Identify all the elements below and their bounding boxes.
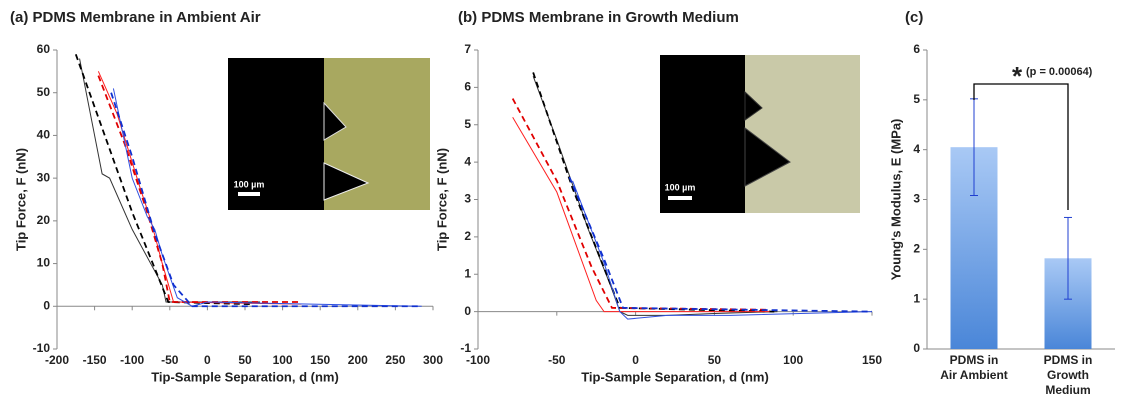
x-tick-label: 250 <box>385 353 405 367</box>
y-tick-label: 20 <box>37 213 51 227</box>
y-tick-label: 5 <box>913 92 920 106</box>
x-tick-label: 200 <box>348 353 368 367</box>
y-tick-label: 4 <box>913 142 920 156</box>
y-tick-label: -1 <box>460 341 471 355</box>
p-value: (p = 0.00064) <box>1026 66 1093 78</box>
x-tick-label: PDMS in Air Ambient <box>940 353 1008 382</box>
y-tick-label: -10 <box>33 341 51 355</box>
panel-title: (c) <box>905 9 923 26</box>
y-tick-label: 60 <box>37 42 51 56</box>
y-tick-label: 0 <box>913 341 920 355</box>
plots: (a) PDMS Membrane in Ambient Air-1001020… <box>10 9 1115 397</box>
force-curve <box>532 72 775 313</box>
y-tick-label: 1 <box>913 291 920 305</box>
force-curve <box>512 117 770 313</box>
x-tick-label: 0 <box>632 353 639 367</box>
x-axis-label: Tip-Sample Separation, d (nm) <box>151 369 339 384</box>
inset-scale-label: 100 µm <box>665 182 696 192</box>
y-tick-label: 4 <box>464 154 471 168</box>
x-tick-label: 50 <box>708 353 722 367</box>
x-tick-label: 0 <box>204 353 211 367</box>
panel: (b) PDMS Membrane in Growth Medium -1 0 1 2 3… <box>434 9 882 384</box>
force-curve <box>568 176 873 313</box>
significance-bracket <box>973 83 1069 210</box>
y-tick-label: 0 <box>43 298 50 312</box>
y-tick-label: 40 <box>37 128 51 142</box>
force-curve <box>572 180 873 320</box>
y-tick-label: 6 <box>913 42 920 56</box>
y-axis-label: Tip Force, F (nN) <box>13 148 28 251</box>
x-axis-label: Tip-Sample Separation, d (nm) <box>581 369 769 384</box>
x-tick-label: 100 <box>783 353 803 367</box>
y-tick-label: 10 <box>37 256 51 270</box>
x-tick-label: 150 <box>862 353 882 367</box>
panel-title: (a) PDMS Membrane in Ambient Air <box>10 9 261 26</box>
panel: (c) 0 1 2 3 4 5 6 Young's Modulus, E (MPa) PDMS i… <box>888 9 1115 397</box>
y-tick-label: 50 <box>37 85 51 99</box>
panel: (a) PDMS Membrane in Ambient Air-1001020… <box>10 9 443 384</box>
y-tick-label: 0 <box>464 304 471 318</box>
panel-title: (b) PDMS Membrane in Growth Medium <box>458 9 739 26</box>
x-tick-label: -50 <box>548 353 566 367</box>
y-tick-label: 1 <box>464 266 471 280</box>
y-tick-label: 3 <box>464 192 471 206</box>
y-tick-label: 7 <box>464 42 471 56</box>
y-axis-label: Young's Modulus, E (MPa) <box>888 119 903 281</box>
y-tick-label: 6 <box>464 80 471 94</box>
y-tick-label: 30 <box>37 170 51 184</box>
error-bar <box>1064 216 1072 300</box>
x-tick-label: 100 <box>273 353 293 367</box>
x-tick-label: -200 <box>45 353 69 367</box>
x-tick-label: -150 <box>83 353 107 367</box>
x-tick-label: 150 <box>310 353 330 367</box>
significance-star: * <box>1012 61 1023 91</box>
inset-image-b <box>660 55 860 213</box>
force-curve <box>74 53 253 306</box>
y-tick-label: 5 <box>464 117 471 131</box>
inset-scale-label: 100 µm <box>234 179 265 189</box>
x-tick-label: 300 <box>423 353 443 367</box>
inset-image-a <box>228 58 430 210</box>
x-tick-label: -100 <box>466 353 490 367</box>
y-tick-label: 3 <box>913 192 920 206</box>
x-tick-label: PDMS in Growth Medium <box>1044 353 1093 397</box>
y-tick-label: 2 <box>913 242 920 256</box>
y-axis-label: Tip Force, F (nN) <box>434 148 449 251</box>
y-tick-label: 2 <box>464 229 471 243</box>
x-tick-label: 50 <box>238 353 252 367</box>
force-curve <box>97 75 302 303</box>
force-curve <box>110 92 422 308</box>
x-tick-label: -50 <box>161 353 179 367</box>
x-tick-label: -100 <box>120 353 144 367</box>
